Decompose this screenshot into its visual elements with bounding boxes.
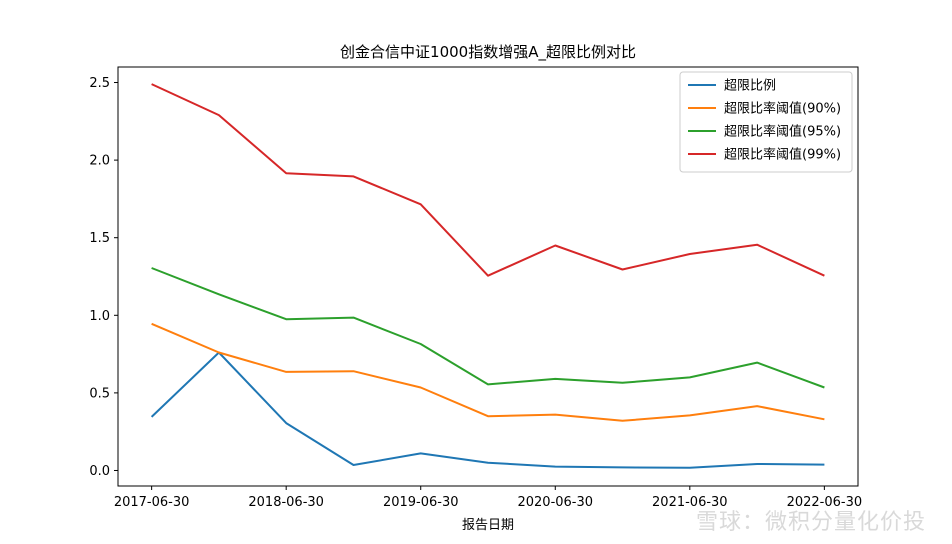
legend-label: 超限比率阈值(99%) xyxy=(724,147,841,163)
watermark: 雪球：微积分量化价投 xyxy=(695,510,926,535)
series-line-3 xyxy=(151,83,825,277)
series-line-0 xyxy=(150,351,825,469)
y-tick-label: 1.0 xyxy=(89,309,110,324)
legend-label: 超限比率阈值(95%) xyxy=(724,124,841,140)
chart-title: 创金合信中证1000指数增强A_超限比例对比 xyxy=(340,43,636,62)
y-tick-label: 2.0 xyxy=(89,154,110,169)
x-tick-label: 2019-06-30 xyxy=(383,495,459,510)
y-tick-label: 0.0 xyxy=(89,464,110,479)
legend-box xyxy=(679,71,853,173)
x-tick-label: 2018-06-30 xyxy=(248,495,324,510)
legend-label: 超限比例 xyxy=(724,79,776,94)
x-tick-label: 2017-06-30 xyxy=(114,495,190,510)
x-tick-label: 2021-06-30 xyxy=(652,495,728,510)
x-tick-label: 2020-06-30 xyxy=(517,495,593,510)
legend-label: 超限比率阈值(90%) xyxy=(724,101,841,117)
series-line-2 xyxy=(151,267,825,389)
y-tick-label: 0.5 xyxy=(89,386,110,401)
y-tick-label: 1.5 xyxy=(89,231,110,246)
plot-area xyxy=(117,66,859,487)
series-line-1 xyxy=(151,322,825,422)
y-tick-label: 2.5 xyxy=(89,76,110,91)
x-axis-label: 报告日期 xyxy=(462,518,514,533)
x-tick-label: 2022-06-30 xyxy=(787,495,863,510)
